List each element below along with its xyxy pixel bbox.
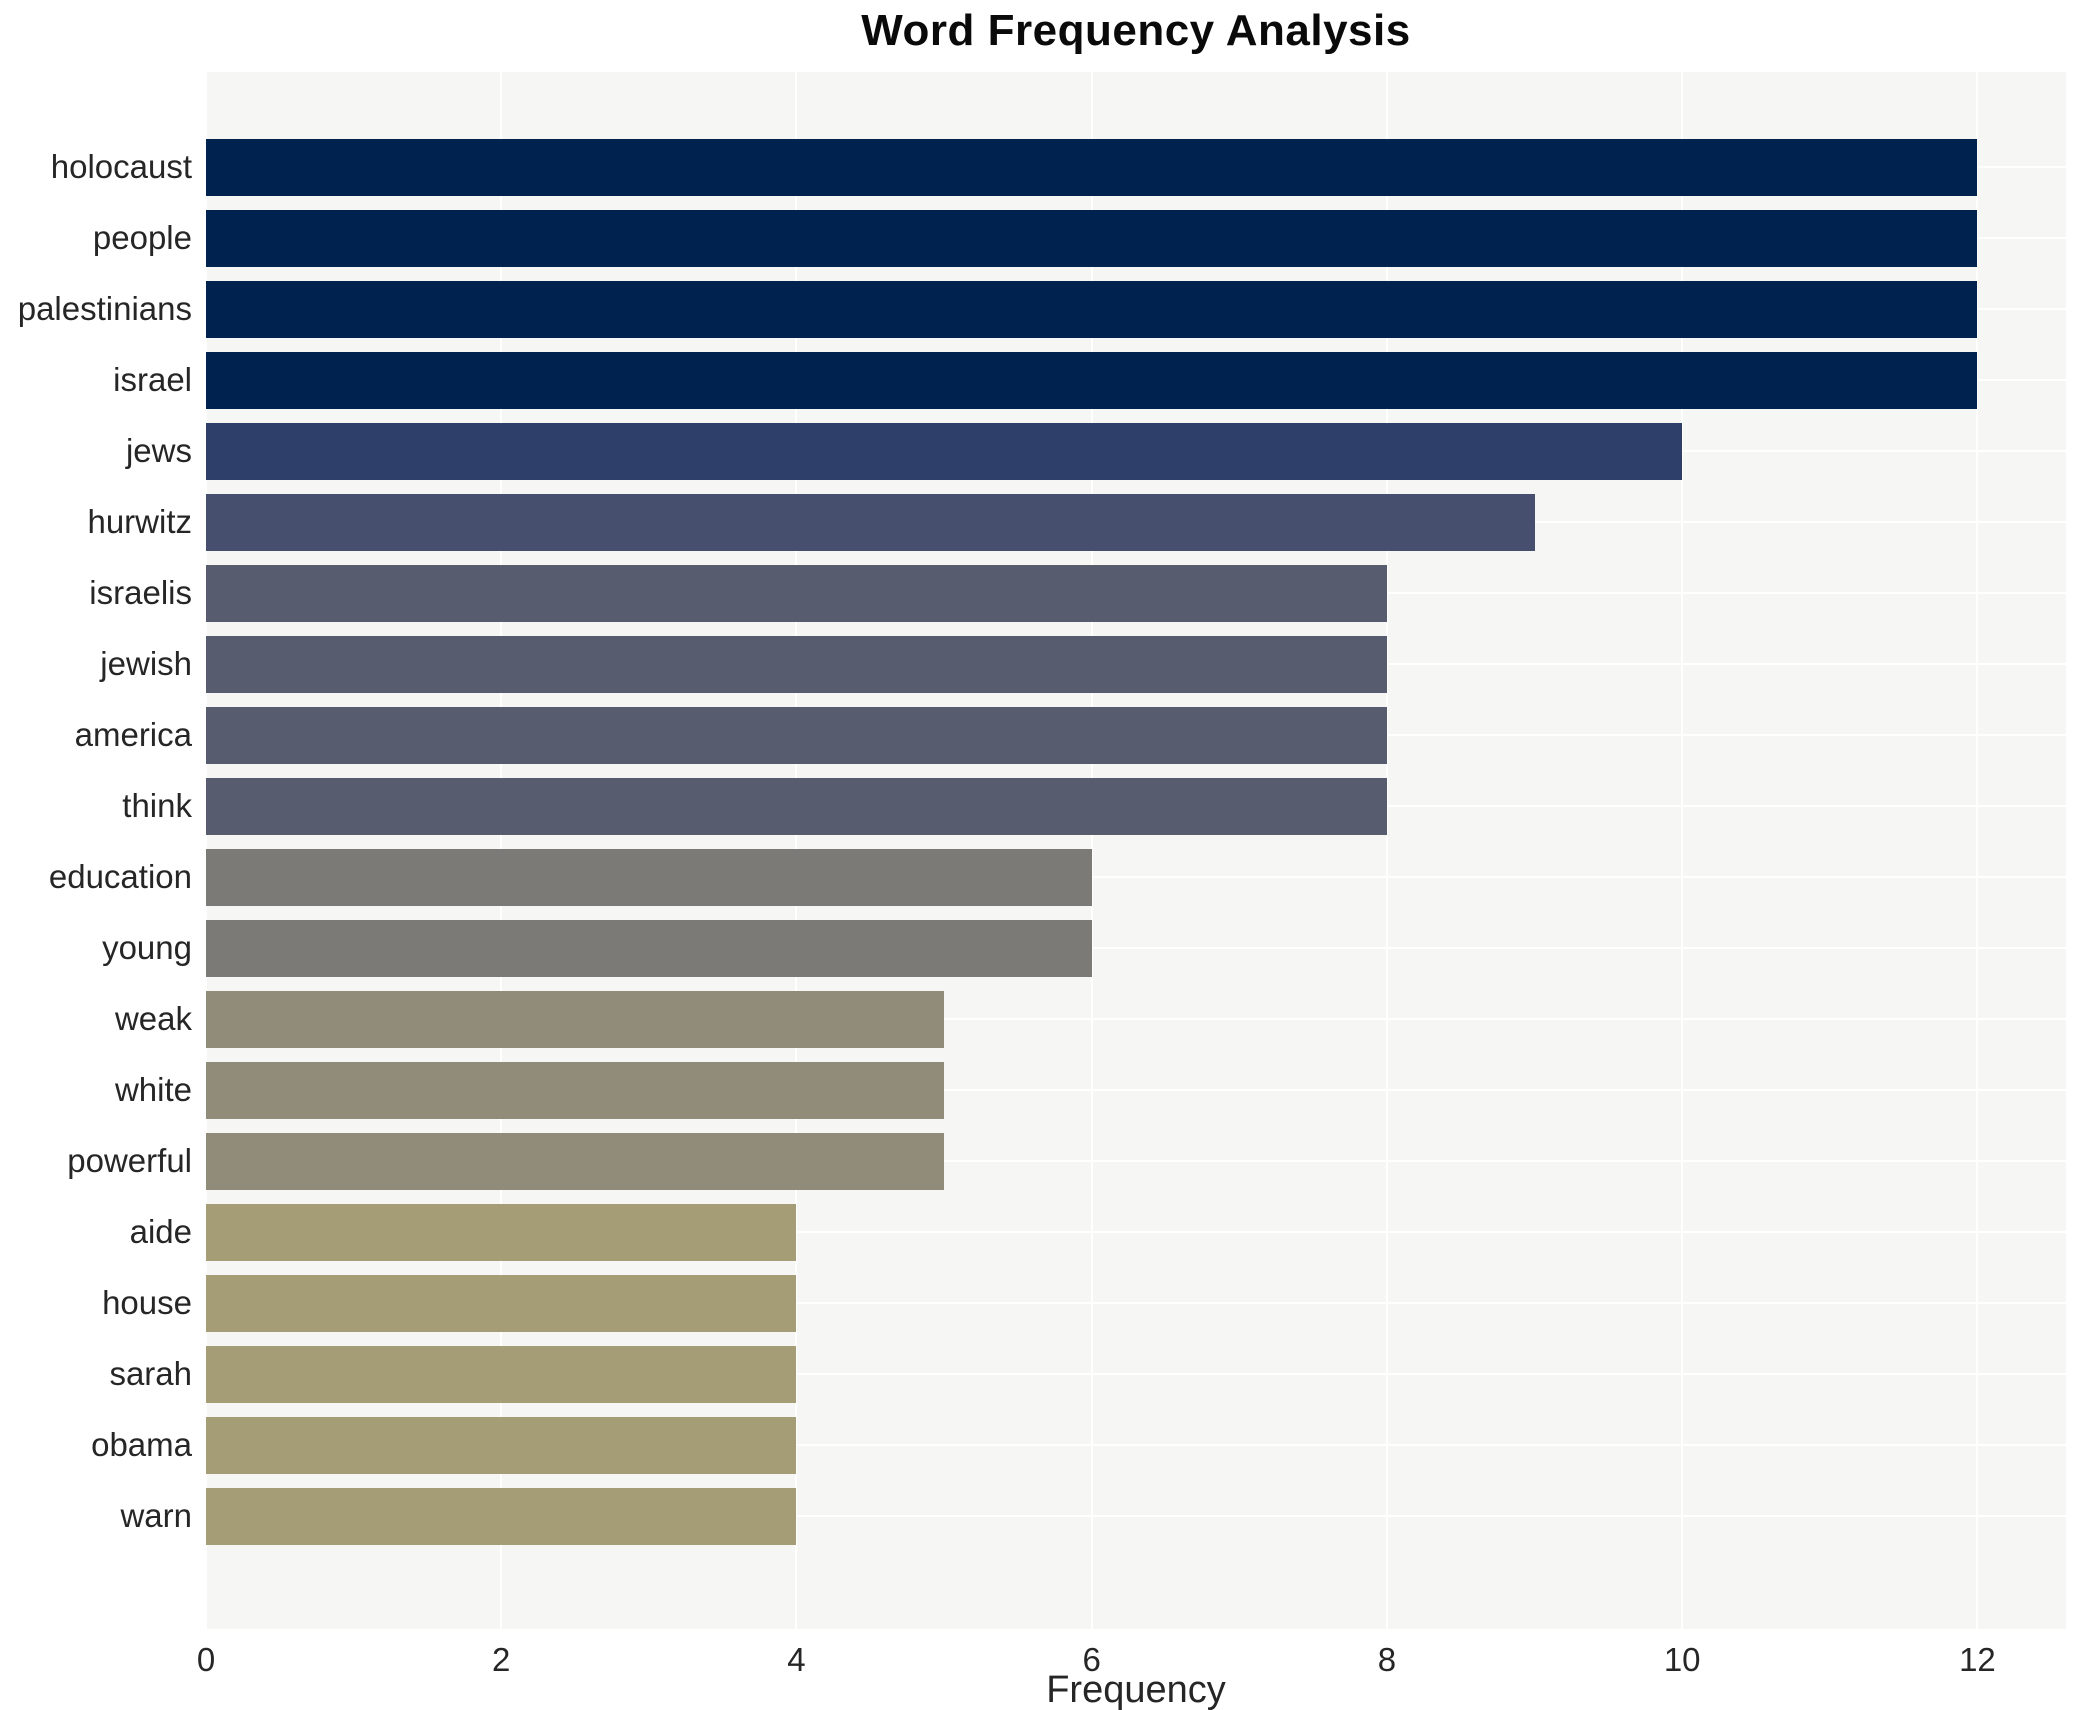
gridline-horizontal bbox=[206, 1444, 2066, 1446]
bar-aide bbox=[206, 1203, 797, 1261]
y-axis-label: hurwitz bbox=[87, 503, 192, 540]
y-axis-label: sarah bbox=[109, 1355, 192, 1392]
bar-sarah bbox=[206, 1345, 797, 1403]
y-axis-label: israelis bbox=[89, 574, 192, 611]
gridline-vertical bbox=[1090, 72, 1093, 1629]
bar-america bbox=[206, 706, 1387, 764]
bar-people bbox=[206, 209, 1978, 267]
chart-title: Word Frequency Analysis bbox=[861, 6, 1411, 55]
bar-powerful bbox=[206, 1132, 945, 1190]
gridline-horizontal bbox=[206, 1018, 2066, 1020]
y-axis-label: people bbox=[92, 219, 192, 256]
bar-israelis bbox=[206, 564, 1387, 622]
y-axis-label: obama bbox=[91, 1426, 192, 1463]
gridline-horizontal bbox=[206, 1089, 2066, 1091]
bar-weak bbox=[206, 990, 945, 1048]
gridline-vertical bbox=[1385, 72, 1388, 1629]
y-axis-label: young bbox=[102, 929, 192, 966]
bar-white bbox=[206, 1061, 945, 1119]
y-axis-label: powerful bbox=[67, 1142, 192, 1179]
bar-obama bbox=[206, 1416, 797, 1474]
x-axis-title: Frequency bbox=[1046, 1669, 1226, 1710]
gridline-horizontal bbox=[206, 947, 2066, 949]
y-axis-label: warn bbox=[120, 1497, 192, 1534]
gridline-horizontal bbox=[206, 1231, 2066, 1233]
gridline-vertical bbox=[1976, 72, 1979, 1629]
bar-think bbox=[206, 777, 1387, 835]
y-axis-label: israel bbox=[113, 361, 192, 398]
x-tick-label: 2 bbox=[492, 1641, 511, 1678]
y-axis-label: jewish bbox=[100, 645, 192, 682]
plot-area bbox=[205, 72, 2066, 1629]
x-tick-label: 0 bbox=[196, 1641, 216, 1678]
y-axis-label: america bbox=[74, 716, 192, 753]
y-axis-label: jews bbox=[125, 432, 192, 469]
y-axis-label: palestinians bbox=[17, 290, 192, 327]
bar-house bbox=[206, 1274, 797, 1332]
gridline-horizontal bbox=[206, 876, 2066, 878]
bar-jewish bbox=[206, 635, 1387, 693]
bar-education bbox=[206, 848, 1092, 906]
x-tick-label: 4 bbox=[787, 1641, 806, 1678]
gridline-horizontal bbox=[206, 1373, 2066, 1375]
bar-hurwitz bbox=[206, 493, 1535, 551]
gridline-vertical bbox=[1681, 72, 1684, 1629]
bar-young bbox=[206, 919, 1092, 977]
y-axis-label: education bbox=[48, 858, 192, 895]
bar-palestinians bbox=[206, 280, 1978, 338]
gridline-horizontal bbox=[206, 1515, 2066, 1517]
bar-israel bbox=[206, 351, 1978, 409]
x-tick-label: 12 bbox=[1959, 1641, 1996, 1678]
bar-warn bbox=[206, 1487, 797, 1545]
y-axis-label: white bbox=[114, 1071, 192, 1108]
gridline-horizontal bbox=[206, 1302, 2066, 1304]
x-tick-label: 8 bbox=[1377, 1641, 1397, 1678]
y-axis-label: house bbox=[102, 1284, 192, 1321]
x-tick-label: 6 bbox=[1082, 1641, 1101, 1678]
y-axis-label: holocaust bbox=[50, 148, 192, 185]
bar-holocaust bbox=[206, 138, 1978, 196]
y-axis-label: weak bbox=[114, 1000, 192, 1037]
x-tick-label: 10 bbox=[1663, 1641, 1701, 1678]
gridline-horizontal bbox=[206, 1160, 2066, 1162]
y-axis-label: aide bbox=[129, 1213, 192, 1250]
bar-jews bbox=[206, 422, 1683, 480]
y-axis-label: think bbox=[122, 787, 192, 824]
